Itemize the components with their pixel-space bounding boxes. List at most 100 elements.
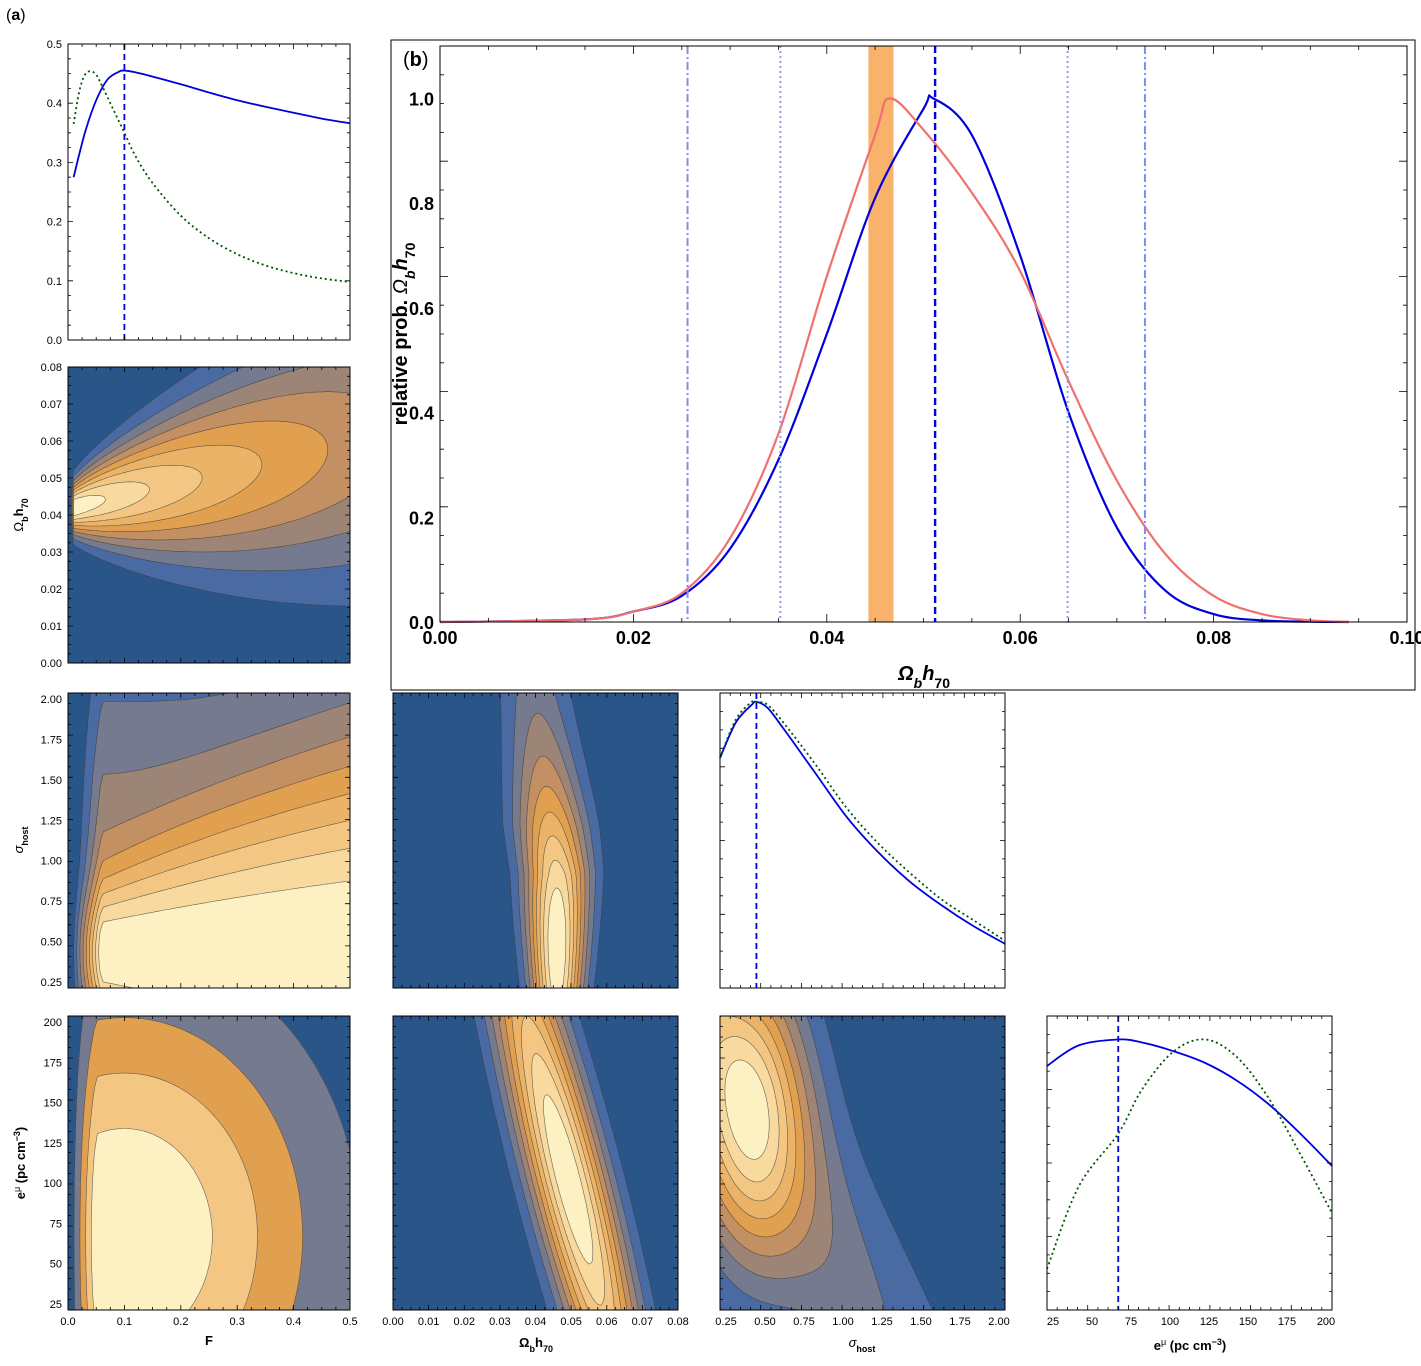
omega-vs-emu-contours <box>393 1016 678 1310</box>
F-vs-emu-ytick-label: 150 <box>44 1098 62 1110</box>
F-marginal-ytick-label: 0.1 <box>47 276 62 288</box>
sigma-marginal-frame <box>720 693 1005 988</box>
F-vs-emu-ytick-label: 75 <box>50 1218 62 1230</box>
F-marginal-frame <box>68 44 350 340</box>
F-vs-emu-ytick-label: 200 <box>44 1017 62 1029</box>
emu-marginal-xtick-label: 25 <box>1047 1316 1059 1328</box>
F-vs-emu-xtick-label: 0.2 <box>173 1316 188 1328</box>
omega-marginal-ticks <box>440 46 1407 622</box>
omega-marginal-ytick-label: 0.0 <box>409 613 434 633</box>
F-vs-emu-contours <box>68 1016 350 1310</box>
sigma-vs-emu-xtick-label: 0.75 <box>793 1316 814 1328</box>
omega-marginal-xtick-label: 0.02 <box>616 628 651 648</box>
omega-marginal-ytick-label: 0.4 <box>409 404 434 424</box>
F-vs-omega-ytick-label: 0.02 <box>41 584 62 596</box>
omega-marginal-xtick-label: 0.08 <box>1196 628 1231 648</box>
F-vs-emu-xtick-label: 0.3 <box>230 1316 245 1328</box>
F-vs-sigma-ytick-label: 0.50 <box>41 937 62 949</box>
emu-marginal-xtick-label: 100 <box>1161 1316 1179 1328</box>
omega-vs-emu-xtick-label: 0.02 <box>454 1316 475 1328</box>
F-marginal-ytick-label: 0.4 <box>47 98 62 110</box>
omega-marginal-xtick-label: 0.06 <box>1003 628 1038 648</box>
sigma-vs-emu-xtick-label: 0.50 <box>754 1316 775 1328</box>
omega-marginal-xtick-label: 0.04 <box>809 628 844 648</box>
x-label-sigma: σhost <box>849 1335 876 1354</box>
F-vs-sigma-ytick-label: 0.75 <box>41 896 62 908</box>
F-vs-sigma-ytick-label: 1.25 <box>41 815 62 827</box>
x-label-omega: Ωbh70 <box>519 1335 553 1354</box>
F-marginal-ytick-label: 0.0 <box>47 335 62 347</box>
omega-marginal-series-0 <box>440 95 1349 622</box>
F-vs-sigma-ytick-label: 2.00 <box>41 694 62 706</box>
F-vs-omega-ytick-label: 0.01 <box>41 621 62 633</box>
sigma-vs-emu-xtick-label: 1.50 <box>910 1316 931 1328</box>
omega-marginal-ytick-label: 0.6 <box>409 299 434 319</box>
F-marginal-ytick-label: 0.5 <box>47 39 62 51</box>
F-vs-omega-ytick-label: 0.05 <box>41 473 62 485</box>
F-vs-sigma-contours <box>68 693 350 988</box>
F-vs-emu-ytick-label: 125 <box>44 1138 62 1150</box>
F-vs-omega-ytick-label: 0.07 <box>41 399 62 411</box>
emu-marginal-series-0 <box>1047 1039 1332 1165</box>
F-vs-sigma-ytick-label: 1.50 <box>41 775 62 787</box>
sigma-vs-emu-contours <box>720 1016 1005 1310</box>
y-label-relprob: relative prob. Ωbh70 <box>390 242 418 425</box>
F-marginal-series-0 <box>74 71 350 178</box>
sigma-marginal-ticks <box>720 693 1005 988</box>
omega-vs-emu-xtick-label: 0.06 <box>596 1316 617 1328</box>
F-vs-emu-ytick-label: 100 <box>44 1178 62 1190</box>
F-marginal-series-1 <box>74 71 350 282</box>
emu-marginal-xtick-label: 75 <box>1125 1316 1137 1328</box>
sigma-vs-emu-xtick-label: 1.00 <box>832 1316 853 1328</box>
F-vs-omega-ytick-label: 0.04 <box>41 510 62 522</box>
F-marginal-ytick-label: 0.2 <box>47 217 62 229</box>
F-marginal-ticks <box>68 44 350 340</box>
omega-vs-emu-xtick-label: 0.08 <box>667 1316 688 1328</box>
F-vs-sigma-ytick-label: 1.00 <box>41 856 62 868</box>
omega-marginal-ytick-label: 0.2 <box>409 508 434 528</box>
sigma-vs-emu-xtick-label: 1.25 <box>871 1316 892 1328</box>
F-vs-omega-ytick-label: 0.00 <box>41 658 62 670</box>
sigma-marginal-series-0 <box>720 702 1005 944</box>
omega-vs-emu-xtick-label: 0.03 <box>489 1316 510 1328</box>
F-vs-sigma-ytick-label: 1.75 <box>41 734 62 746</box>
emu-marginal-xtick-label: 175 <box>1278 1316 1296 1328</box>
emu-marginal-xtick-label: 150 <box>1239 1316 1257 1328</box>
F-vs-emu-xtick-label: 0.4 <box>286 1316 301 1328</box>
x-label-F: F <box>205 1333 213 1348</box>
y-label-emu: eμ (pc cm−3) <box>12 1127 28 1200</box>
omega-vs-emu-xtick-label: 0.05 <box>560 1316 581 1328</box>
omega-vs-emu-xtick-label: 0.07 <box>632 1316 653 1328</box>
y-label-omega: Ωbh70 <box>11 498 30 531</box>
F-vs-emu-xtick-label: 0.0 <box>60 1316 75 1328</box>
F-vs-emu-xtick-label: 0.5 <box>342 1316 357 1328</box>
omega-vs-emu-xtick-label: 0.04 <box>525 1316 546 1328</box>
x-label-emu: eμ (pc cm−3) <box>1154 1337 1227 1353</box>
F-vs-omega-contours <box>68 367 350 663</box>
y-label-sigma: σhost <box>11 827 30 854</box>
omega-vs-sigma-contours <box>393 693 678 988</box>
F-vs-omega-ytick-label: 0.06 <box>41 436 62 448</box>
emu-marginal-xtick-label: 125 <box>1200 1316 1218 1328</box>
omega-vs-emu-xtick-label: 0.01 <box>418 1316 439 1328</box>
omega-band <box>868 46 893 622</box>
x-label-omega-b: Ωbh70 <box>897 663 950 691</box>
emu-marginal-xtick-label: 50 <box>1086 1316 1098 1328</box>
F-vs-omega-ytick-label: 0.08 <box>41 362 62 374</box>
F-vs-emu-ytick-label: 50 <box>50 1259 62 1271</box>
omega-vs-emu-xtick-label: 0.00 <box>382 1316 403 1328</box>
panel-b-label: (b) <box>403 49 429 71</box>
F-vs-emu-ytick-label: 25 <box>50 1299 62 1311</box>
F-vs-omega-ytick-label: 0.03 <box>41 547 62 559</box>
panel-b-border <box>391 40 1415 690</box>
emu-marginal-frame <box>1047 1016 1332 1310</box>
omega-marginal-xtick-label: 0.10 <box>1389 628 1421 648</box>
F-vs-emu-ytick-label: 175 <box>44 1057 62 1069</box>
F-marginal-ytick-label: 0.3 <box>47 157 62 169</box>
sigma-marginal-series-1 <box>720 700 1005 940</box>
emu-marginal-ticks <box>1047 1016 1332 1310</box>
sigma-vs-emu-xtick-label: 0.25 <box>715 1316 736 1328</box>
omega-marginal-series-1 <box>440 98 1349 622</box>
omega-marginal-frame <box>440 46 1407 622</box>
